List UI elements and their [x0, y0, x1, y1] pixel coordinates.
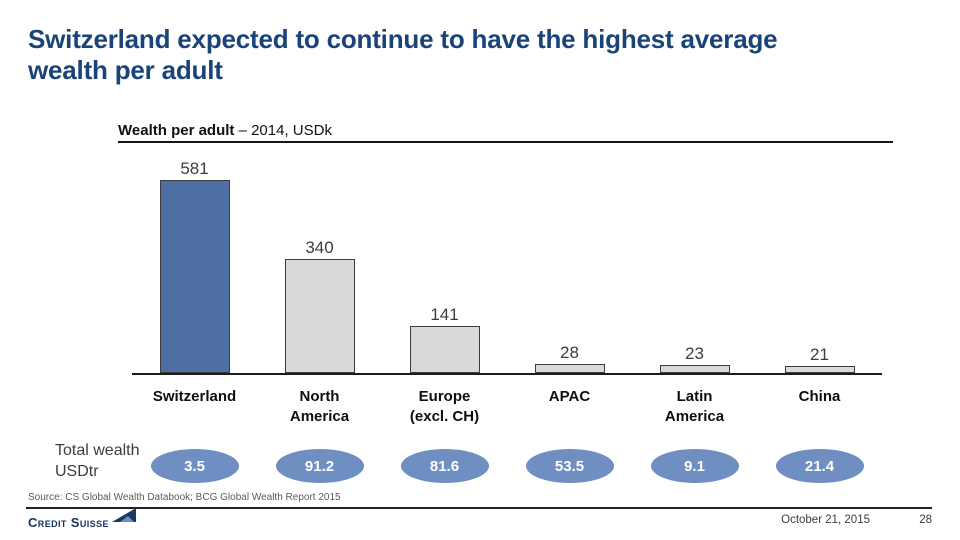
- bar-area: 28: [507, 160, 632, 375]
- bar: [659, 365, 730, 373]
- bar-value-label: 340: [305, 238, 334, 257]
- category-label: North America: [289, 388, 350, 426]
- bar-area: 581: [132, 160, 257, 375]
- page-number: 28: [919, 514, 932, 526]
- total-wealth-value: 3.5: [184, 457, 205, 475]
- page-title: Switzerland expected to continue to have…: [28, 24, 778, 85]
- footer-divider: [26, 507, 932, 509]
- total-wealth-value: 53.5: [554, 457, 585, 475]
- total-wealth-value: 21.4: [804, 457, 835, 475]
- chart-title-underline: [118, 141, 893, 143]
- bar-area: 340: [257, 160, 382, 375]
- bar-value-label: 21: [810, 345, 829, 364]
- total-wealth-row-label: Total wealth USDtr: [55, 442, 140, 480]
- chart-column: 141 Europe (excl. CH) 81.6: [382, 160, 507, 483]
- bar-value-label: 28: [560, 343, 579, 362]
- category-label: China: [798, 388, 841, 405]
- category-label: Europe (excl. CH): [409, 388, 480, 426]
- category-label: Latin America: [664, 388, 725, 426]
- chart-title-suffix: – 2014, USDk: [234, 122, 332, 139]
- total-wealth-ellipse: 3.5: [150, 449, 239, 483]
- bar-value-label: 581: [180, 159, 209, 178]
- total-wealth-value: 81.6: [429, 457, 460, 475]
- sail-icon: [112, 508, 136, 522]
- total-wealth-value: 91.2: [304, 457, 335, 475]
- total-wealth-ellipse: 91.2: [275, 449, 364, 483]
- source-note: Source: CS Global Wealth Databook; BCG G…: [28, 492, 341, 503]
- slide-date: October 21, 2015: [781, 514, 870, 526]
- chart-column: 21 China 21.4: [757, 160, 882, 483]
- credit-suisse-logo: Credit Suisse: [28, 508, 136, 534]
- bar: [159, 180, 230, 373]
- bar: [409, 326, 480, 373]
- total-wealth-ellipse: 21.4: [775, 449, 864, 483]
- brand-name: Credit Suisse: [28, 515, 109, 530]
- category-label: APAC: [548, 388, 591, 405]
- bar-value-label: 23: [685, 344, 704, 363]
- chart-title-bold: Wealth per adult: [118, 122, 235, 139]
- category-label: Switzerland: [152, 388, 237, 405]
- chart-column: 23 Latin America 9.1: [632, 160, 757, 483]
- bar: [284, 259, 355, 373]
- chart-column: 340 North America 91.2: [257, 160, 382, 483]
- chart-title: Wealth per adult – 2014, USDk: [118, 122, 332, 139]
- total-wealth-ellipse: 53.5: [525, 449, 614, 483]
- bar-area: 23: [632, 160, 757, 375]
- bar-area: 21: [757, 160, 882, 375]
- bar-area: 141: [382, 160, 507, 375]
- bar: [534, 364, 605, 373]
- chart-column: 581 Switzerland 3.5: [132, 160, 257, 483]
- bar-value-label: 141: [430, 305, 459, 324]
- bar-chart: 581 Switzerland 3.5 340 North America 91…: [132, 160, 882, 483]
- total-wealth-ellipse: 81.6: [400, 449, 489, 483]
- chart-column: 28 APAC 53.5: [507, 160, 632, 483]
- bar: [784, 366, 855, 373]
- total-wealth-ellipse: 9.1: [650, 449, 739, 483]
- total-wealth-value: 9.1: [684, 457, 705, 475]
